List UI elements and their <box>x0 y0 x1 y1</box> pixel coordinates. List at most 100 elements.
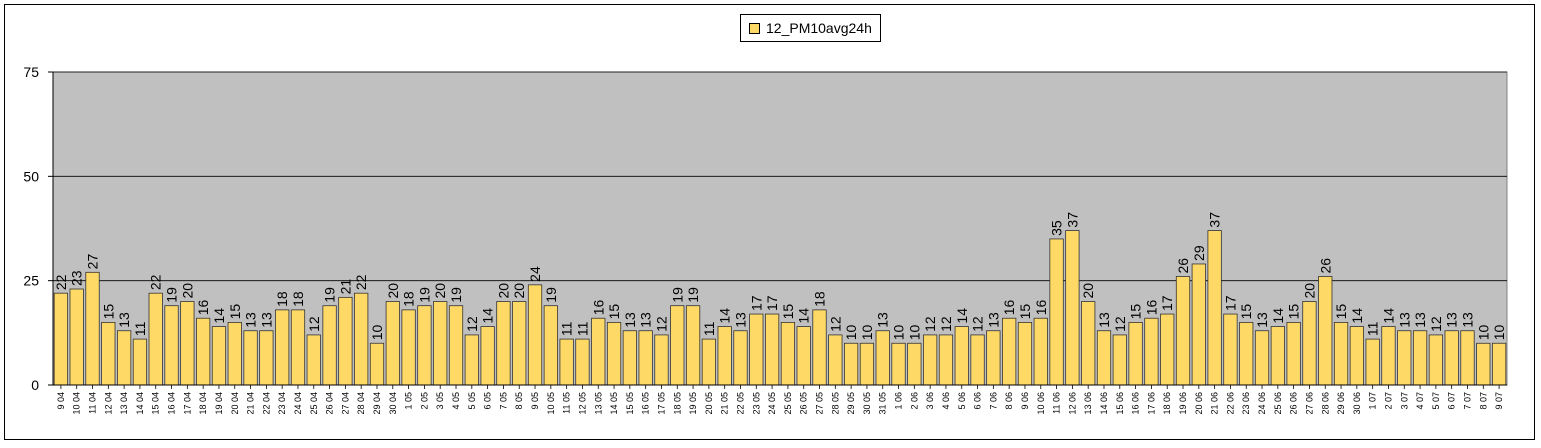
data-label: 13 <box>116 312 132 328</box>
bar <box>1207 230 1222 386</box>
bar <box>1333 321 1349 386</box>
data-label: 16 <box>1001 299 1017 315</box>
bar <box>338 296 353 386</box>
bar <box>591 317 606 386</box>
x-tick-label: 6 07 <box>1447 392 1457 410</box>
bar <box>322 305 337 386</box>
data-label: 19 <box>322 287 338 303</box>
legend-swatch <box>749 22 760 34</box>
data-label: 13 <box>1444 312 1460 328</box>
data-label: 27 <box>85 254 101 270</box>
x-tick-label: 18 04 <box>198 392 208 415</box>
bar <box>53 292 69 386</box>
data-label: 20 <box>511 283 527 299</box>
bar <box>1065 230 1080 386</box>
bar <box>1191 263 1206 386</box>
data-label: 10 <box>1475 324 1491 340</box>
x-tick-label: 6 05 <box>483 392 493 410</box>
data-label: 13 <box>1396 312 1412 328</box>
x-tick-label: 14 05 <box>609 392 619 415</box>
x-tick-label: 7 06 <box>988 392 998 410</box>
x-tick-label: 5 06 <box>957 392 967 410</box>
bar <box>1096 330 1112 386</box>
bar <box>1033 317 1048 386</box>
x-tick-label: 13 06 <box>1083 392 1093 415</box>
bar <box>512 301 527 386</box>
data-label: 20 <box>1301 283 1317 299</box>
data-label: 14 <box>954 308 970 324</box>
data-label: 19 <box>164 287 180 303</box>
x-tick-label: 28 05 <box>830 392 840 415</box>
data-label: 18 <box>401 291 417 307</box>
data-label: 15 <box>1286 304 1302 320</box>
bar <box>575 338 590 386</box>
data-label: 11 <box>701 321 717 336</box>
x-tick-label: 3 06 <box>925 392 935 410</box>
data-label: 29 <box>1191 245 1207 261</box>
data-label: 10 <box>843 324 859 340</box>
x-tick-label: 23 04 <box>277 392 287 415</box>
bar <box>85 271 100 386</box>
data-label: 19 <box>669 287 685 303</box>
x-tick-label: 11 06 <box>1052 392 1062 414</box>
x-tick-label: 25 05 <box>783 392 793 415</box>
bar <box>1428 334 1443 386</box>
bar <box>480 326 495 386</box>
bar <box>780 321 796 386</box>
x-tick-label: 1 06 <box>894 392 904 410</box>
bar <box>1081 301 1096 386</box>
data-label: 13 <box>985 312 1001 328</box>
legend: 12_PM10avg24h <box>740 14 881 42</box>
bar <box>685 305 701 386</box>
x-tick-label: 9 07 <box>1494 392 1504 410</box>
x-tick-label: 15 04 <box>151 392 161 415</box>
bar <box>527 284 543 386</box>
bar <box>638 330 653 386</box>
x-tick-label: 18 05 <box>672 392 682 415</box>
y-tick-label: 50 <box>23 168 39 184</box>
bar <box>733 330 748 386</box>
x-tick-label: 30 04 <box>388 392 398 415</box>
bar <box>290 309 306 386</box>
x-tick-label: 10 04 <box>72 392 82 415</box>
data-label: 13 <box>622 312 638 328</box>
x-tick-label: 26 04 <box>325 392 335 415</box>
x-tick-label: 12 04 <box>103 392 113 415</box>
x-tick-label: 26 06 <box>1289 392 1299 415</box>
data-label: 16 <box>590 299 606 315</box>
bar <box>1412 330 1428 386</box>
bar <box>907 342 922 386</box>
x-tick-label: 11 05 <box>562 392 572 414</box>
data-label: 17 <box>1159 295 1175 311</box>
x-tick-label: 23 06 <box>1241 392 1251 415</box>
x-tick-label: 22 05 <box>735 392 745 415</box>
x-tick-label: 3 07 <box>1399 392 1409 410</box>
data-label: 24 <box>527 266 543 282</box>
x-tick-label: 8 05 <box>514 392 524 410</box>
data-label: 12 <box>938 316 954 332</box>
x-tick-label: 17 05 <box>656 392 666 415</box>
bar <box>796 326 811 386</box>
data-label: 15 <box>780 304 796 320</box>
data-label: 18 <box>812 291 828 307</box>
x-tick-label: 1 05 <box>404 392 414 410</box>
bar <box>954 326 969 386</box>
bar <box>433 301 448 386</box>
bar <box>211 326 227 386</box>
bar <box>275 309 290 386</box>
x-tick-label: 7 07 <box>1462 392 1472 410</box>
data-label: 15 <box>100 304 116 320</box>
bar <box>180 301 195 386</box>
x-tick-label: 17 04 <box>182 392 192 415</box>
x-tick-label: 22 04 <box>261 392 271 415</box>
x-tick-label: 29 06 <box>1336 392 1346 415</box>
bar <box>749 313 764 386</box>
data-label: 19 <box>685 287 701 303</box>
x-tick-label: 16 05 <box>641 392 651 415</box>
data-label: 10 <box>891 324 907 340</box>
x-tick-label: 16 06 <box>1131 392 1141 415</box>
x-tick-label: 23 05 <box>751 392 761 415</box>
x-tick-label: 22 06 <box>1225 392 1235 415</box>
x-tick-label: 27 05 <box>815 392 825 415</box>
